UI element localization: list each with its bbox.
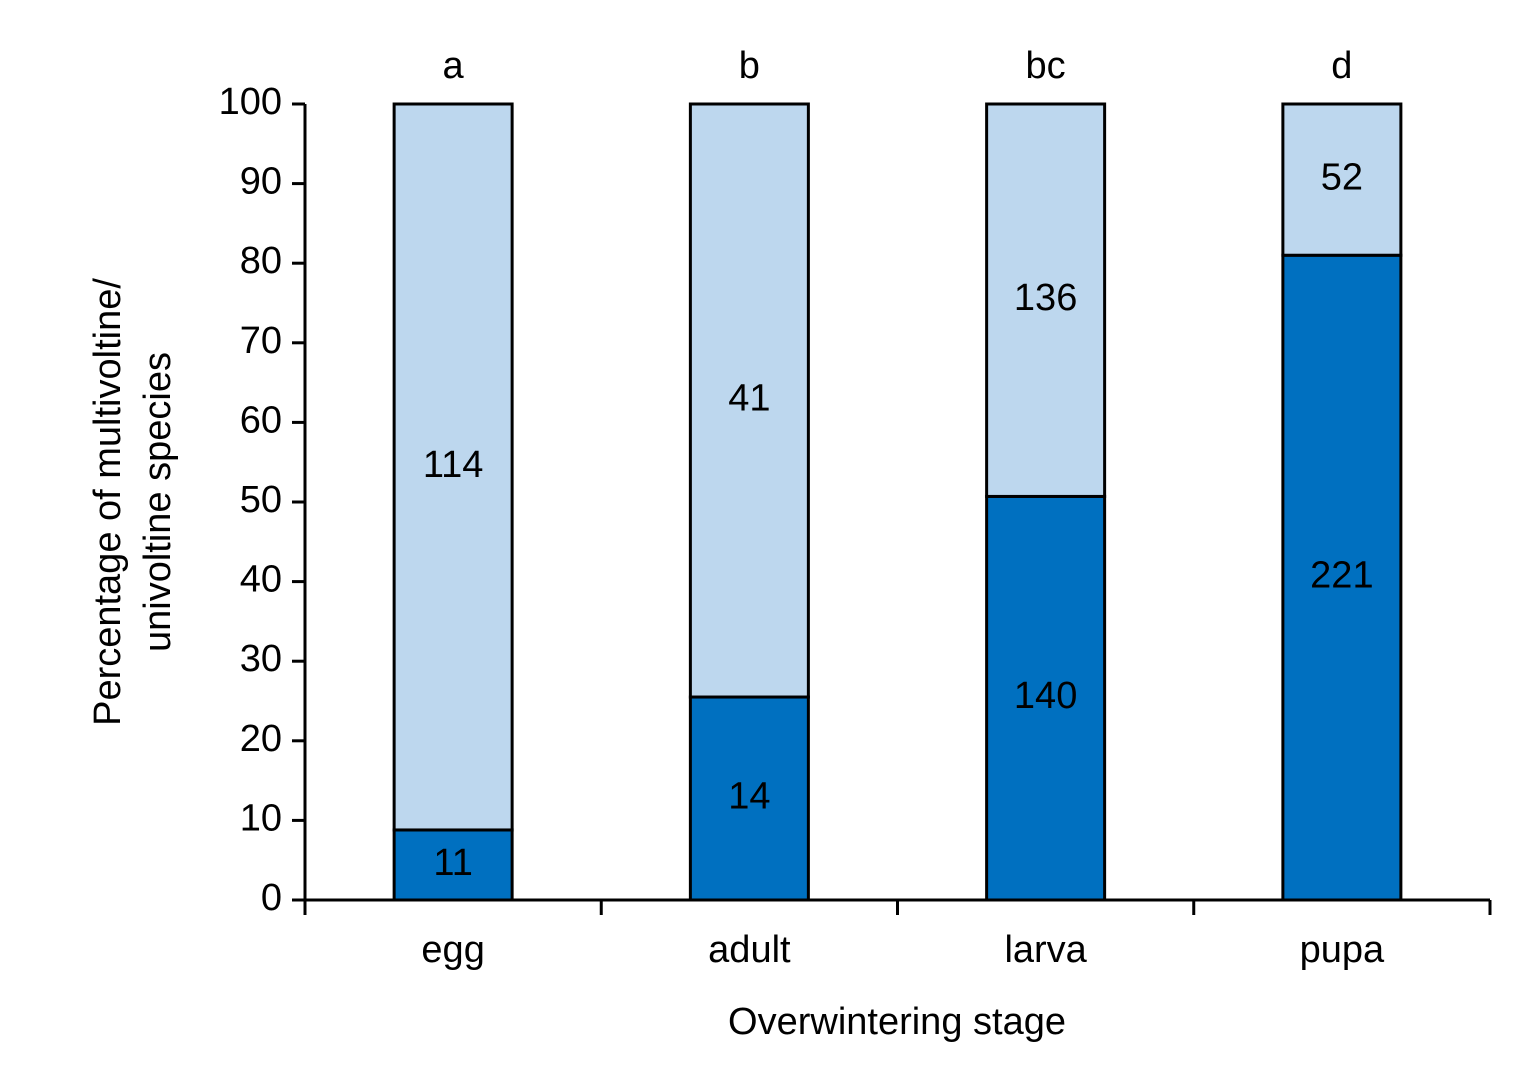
y-tick-label: 40 <box>240 559 282 601</box>
data-label: 11 <box>433 842 472 884</box>
y-tick-label: 20 <box>240 718 282 760</box>
data-label: 14 <box>728 776 770 818</box>
data-label: 221 <box>1310 555 1373 597</box>
data-label: 136 <box>1014 277 1077 319</box>
y-tick-label: 10 <box>240 797 282 839</box>
significance-letter: b <box>739 45 760 87</box>
y-tick-label: 50 <box>240 479 282 521</box>
x-tick-label: larva <box>1004 929 1087 971</box>
y-axis-label-line: univoltine species <box>137 352 179 652</box>
bar-segment <box>985 494 1107 902</box>
y-tick-label: 60 <box>240 399 282 441</box>
bar-segment <box>1281 253 1403 902</box>
y-axis-label: Percentage of multivoltine/ univoltine s… <box>87 278 179 726</box>
significance-letter: a <box>443 45 465 87</box>
bar-segment <box>1281 102 1403 257</box>
significance-letter: bc <box>1026 45 1066 87</box>
y-tick-label: 70 <box>240 320 282 362</box>
data-label: 52 <box>1321 157 1363 199</box>
bar-segment <box>985 102 1107 498</box>
x-tick-label: adult <box>708 929 791 971</box>
data-label: 140 <box>1014 675 1077 717</box>
x-tick-label: pupa <box>1300 929 1385 971</box>
x-tick-label: egg <box>421 929 484 971</box>
data-label: 41 <box>728 378 770 420</box>
x-axis-label: Overwintering stage <box>728 1001 1066 1043</box>
bar-segment <box>392 102 514 832</box>
significance-letter: d <box>1331 45 1352 87</box>
bar-segment <box>688 102 810 699</box>
y-tick-label: 90 <box>240 161 282 203</box>
data-label: 114 <box>423 444 484 486</box>
y-tick-label: 100 <box>219 81 282 123</box>
y-axis-label-line: Percentage of multivoltine/ <box>87 278 129 726</box>
y-tick-label: 0 <box>261 877 282 919</box>
y-tick-label: 30 <box>240 638 282 680</box>
y-tick-label: 80 <box>240 240 282 282</box>
